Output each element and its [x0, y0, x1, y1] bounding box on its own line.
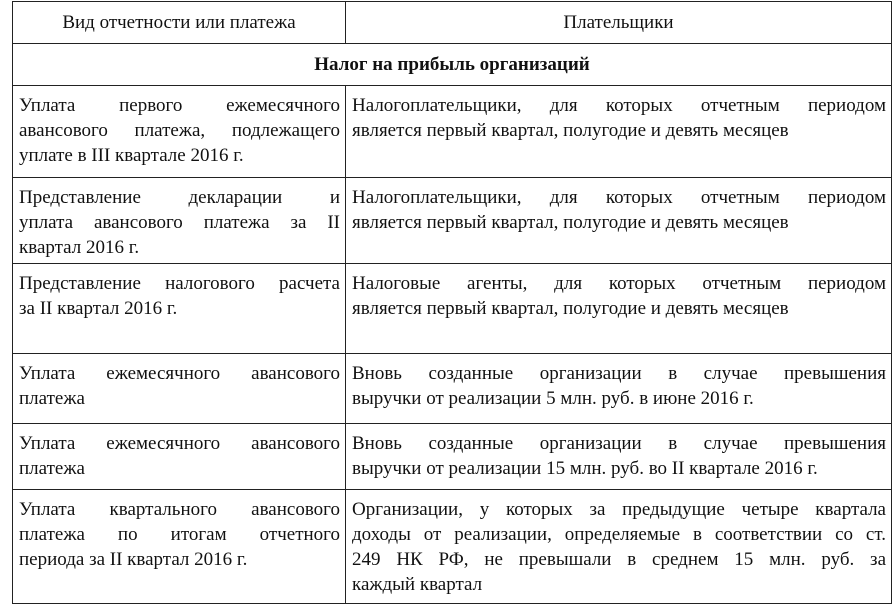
table-row: Уплата ежемесячного авансового платежа Вно…: [12, 353, 892, 424]
section-title: Налог на прибыль организаций: [12, 43, 892, 86]
payers-cell: Налоговые агенты, для которых отчетным п…: [345, 263, 892, 354]
text-line: уплате в III квартале 2016 г.: [19, 145, 244, 166]
text-line: каждый квартал: [352, 574, 483, 595]
type-cell: Представление налогового расчета за II кв…: [12, 263, 346, 354]
text-line: Представление налогового расчета: [19, 273, 340, 294]
text-line: за II квартал 2016 г.: [19, 298, 178, 319]
payers-cell: Вновь созданные организации в случае пре…: [345, 353, 892, 424]
text-line: Уплата первого ежемесячного: [19, 95, 340, 116]
section-row: Налог на прибыль организаций: [12, 43, 892, 86]
text-line: платежа: [19, 458, 85, 479]
type-cell: Представление декларации и уплата авансов…: [12, 177, 346, 264]
table-row: Уплата первого ежемесячного авансового пл…: [12, 85, 892, 178]
text-line: Представление декларации и: [19, 187, 340, 208]
text-line: Уплата ежемесячного авансового: [19, 433, 340, 454]
header-payers: Плательщики: [345, 1, 892, 44]
text-line: Вновь созданные организации в случае пре…: [352, 433, 886, 454]
text-line: является первый квартал, полугодие и дев…: [352, 120, 789, 141]
text-line: Уплата квартального авансового: [19, 499, 340, 520]
text-line: Налоговые агенты, для которых отчетным п…: [352, 273, 886, 294]
header-type: Вид отчетности или платежа: [12, 1, 346, 44]
table-row: Уплата квартального авансового платежа по…: [12, 489, 892, 604]
type-cell: Уплата квартального авансового платежа по…: [12, 489, 346, 604]
payers-cell: Налогоплательщики, для которых отчетным …: [345, 177, 892, 264]
text-line: квартал 2016 г.: [19, 237, 140, 258]
text-line: Налогоплательщики, для которых отчетным …: [352, 95, 886, 116]
text-line: доходы от реализации, определяемые в соо…: [352, 524, 886, 545]
text-line: Вновь созданные организации в случае пре…: [352, 363, 886, 384]
text-line: является первый квартал, полугодие и дев…: [352, 298, 789, 319]
text-line: Налогоплательщики, для которых отчетным …: [352, 187, 886, 208]
text-line: платежа: [19, 388, 85, 409]
payers-cell: Вновь созданные организации в случае пре…: [345, 423, 892, 490]
text-line: уплата авансового платежа за II: [19, 212, 340, 233]
text-line: Уплата ежемесячного авансового: [19, 363, 340, 384]
tax-schedule-table: Вид отчетности или платежа Плательщики Н…: [12, 1, 892, 604]
type-cell: Уплата первого ежемесячного авансового пл…: [12, 85, 346, 178]
payers-cell: Налогоплательщики, для которых отчетным …: [345, 85, 892, 178]
type-cell: Уплата ежемесячного авансового платежа: [12, 423, 346, 490]
text-line: Организации, у которых за предыдущие чет…: [352, 499, 886, 520]
header-row: Вид отчетности или платежа Плательщики: [12, 1, 892, 44]
text-line: 249 НК РФ, не превышали в среднем 15 млн…: [352, 549, 886, 570]
table-row: Уплата ежемесячного авансового платежа Вно…: [12, 423, 892, 490]
type-cell: Уплата ежемесячного авансового платежа: [12, 353, 346, 424]
text-line: авансового платежа, подлежащего: [19, 120, 340, 141]
text-line: является первый квартал, полугодие и дев…: [352, 212, 789, 233]
text-line: платежа по итогам отчетного: [19, 524, 340, 545]
table-row: Представление налогового расчета за II кв…: [12, 263, 892, 354]
table-row: Представление декларации и уплата авансов…: [12, 177, 892, 264]
text-line: выручки от реализации 15 млн. руб. во II…: [352, 458, 818, 479]
payers-cell: Организации, у которых за предыдущие чет…: [345, 489, 892, 604]
text-line: периода за II квартал 2016 г.: [19, 549, 248, 570]
text-line: выручки от реализации 5 млн. руб. в июне…: [352, 388, 754, 409]
